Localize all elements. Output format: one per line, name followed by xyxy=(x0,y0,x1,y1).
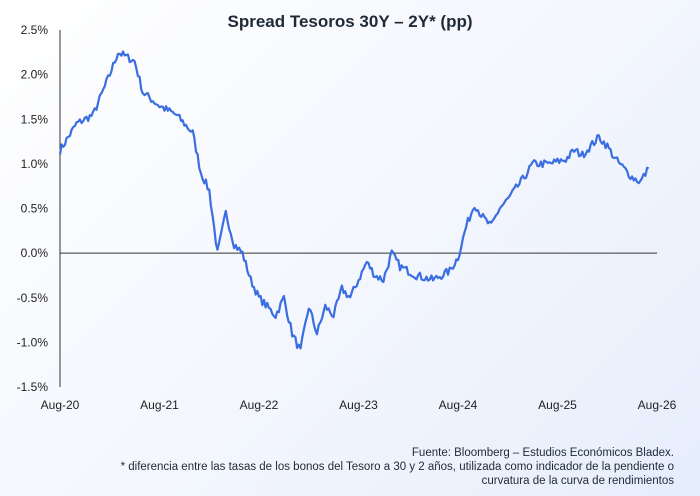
x-tick-label: Aug-26 xyxy=(638,398,677,412)
chart-footer: Fuente: Bloomberg – Estudios Económicos … xyxy=(14,446,674,488)
y-tick-label: -1.5% xyxy=(17,380,49,394)
y-tick-label: 2.5% xyxy=(21,23,49,37)
y-tick-label: 1.0% xyxy=(21,157,49,171)
y-tick-label: 2.0% xyxy=(21,68,49,82)
y-tick-label: 1.5% xyxy=(21,112,49,126)
x-tick-label: Aug-22 xyxy=(240,398,279,412)
x-tick-label: Aug-23 xyxy=(339,398,378,412)
y-tick-label: 0.0% xyxy=(21,246,49,260)
y-tick-label: -0.5% xyxy=(17,291,49,305)
x-axis-ticks: Aug-20 Aug-21 Aug-22 Aug-23 Aug-24 Aug-25 Aug-… xyxy=(41,398,677,412)
y-axis-ticks: 2.5% 2.0% 1.5% 1.0% 0.5% 0.0% -0.5% -1.0% -1.5% xyxy=(17,23,49,394)
x-tick-label: Aug-25 xyxy=(538,398,577,412)
x-tick-label: Aug-20 xyxy=(41,398,80,412)
definition-note-line1: * diferencia entre las tasas de los bono… xyxy=(120,461,674,473)
chart-title: Spread Tesoros 30Y – 2Y* (pp) xyxy=(227,12,473,31)
x-tick-label: Aug-24 xyxy=(439,398,478,412)
source-note: Fuente: Bloomberg – Estudios Económicos … xyxy=(411,447,674,459)
y-tick-label: 0.5% xyxy=(21,202,49,216)
x-tick-label: Aug-21 xyxy=(140,398,179,412)
series-line xyxy=(58,50,650,350)
line-chart: 2.5%2.0%1.5%1.0%0.5%0.0%-0.5%-1.0%-1.5% … xyxy=(17,23,677,412)
definition-note-line2: curvatura de la curva de rendimientos xyxy=(481,475,674,487)
y-tick-label: -1.0% xyxy=(17,335,49,349)
